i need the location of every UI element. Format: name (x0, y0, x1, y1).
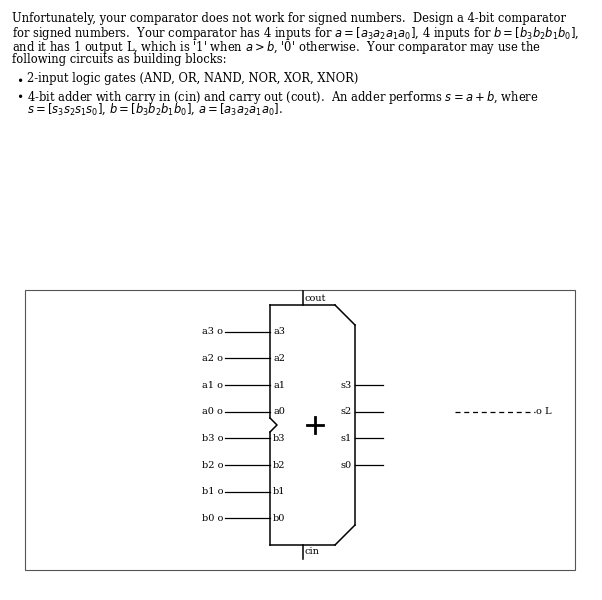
Text: following circuits as building blocks:: following circuits as building blocks: (12, 52, 226, 65)
Text: cout: cout (305, 294, 326, 303)
Text: a0 o: a0 o (202, 407, 223, 416)
Text: b3 o: b3 o (202, 434, 223, 443)
Text: a0: a0 (273, 407, 285, 416)
Text: Unfortunately, your comparator does not work for signed numbers.  Design a 4-bit: Unfortunately, your comparator does not … (12, 12, 566, 25)
Text: cin: cin (305, 547, 320, 556)
Text: 4-bit adder with carry in (cin) and carry out (cout).  An adder performs $s = a : 4-bit adder with carry in (cin) and carr… (27, 88, 539, 106)
Text: s2: s2 (341, 407, 352, 416)
Text: $s = [s_3s_2s_1s_0]$, $b = [b_3b_2b_1b_0]$, $a = [a_3a_2a_1a_0]$.: $s = [s_3s_2s_1s_0]$, $b = [b_3b_2b_1b_0… (27, 102, 283, 118)
Text: s1: s1 (341, 434, 352, 443)
Text: for signed numbers.  Your comparator has 4 inputs for $a = [a_3a_2a_1a_0]$, 4 in: for signed numbers. Your comparator has … (12, 25, 579, 43)
Text: b3: b3 (273, 434, 285, 443)
Text: o L: o L (536, 407, 551, 416)
Text: b0 o: b0 o (202, 514, 223, 523)
Bar (25, 290, 575, 570)
Text: a3 o: a3 o (202, 327, 223, 336)
Text: b1: b1 (273, 487, 285, 496)
Text: a2: a2 (273, 354, 285, 363)
Text: a2 o: a2 o (202, 354, 223, 363)
Text: a1: a1 (273, 380, 285, 389)
Text: b2: b2 (273, 461, 285, 469)
Text: a1 o: a1 o (202, 380, 223, 389)
Text: 2-input logic gates (AND, OR, NAND, NOR, XOR, XNOR): 2-input logic gates (AND, OR, NAND, NOR,… (27, 72, 358, 85)
Text: $\bullet$: $\bullet$ (16, 88, 23, 101)
Text: a3: a3 (273, 327, 285, 336)
Text: and it has 1 output L, which is '1' when $a > b$, '0' otherwise.  Your comparato: and it has 1 output L, which is '1' when… (12, 39, 541, 56)
Text: b1 o: b1 o (202, 487, 223, 496)
Text: $\bullet$: $\bullet$ (16, 72, 23, 85)
Text: s0: s0 (341, 461, 352, 469)
Text: b2 o: b2 o (202, 461, 223, 469)
Text: b0: b0 (273, 514, 285, 523)
Text: s3: s3 (341, 380, 352, 389)
